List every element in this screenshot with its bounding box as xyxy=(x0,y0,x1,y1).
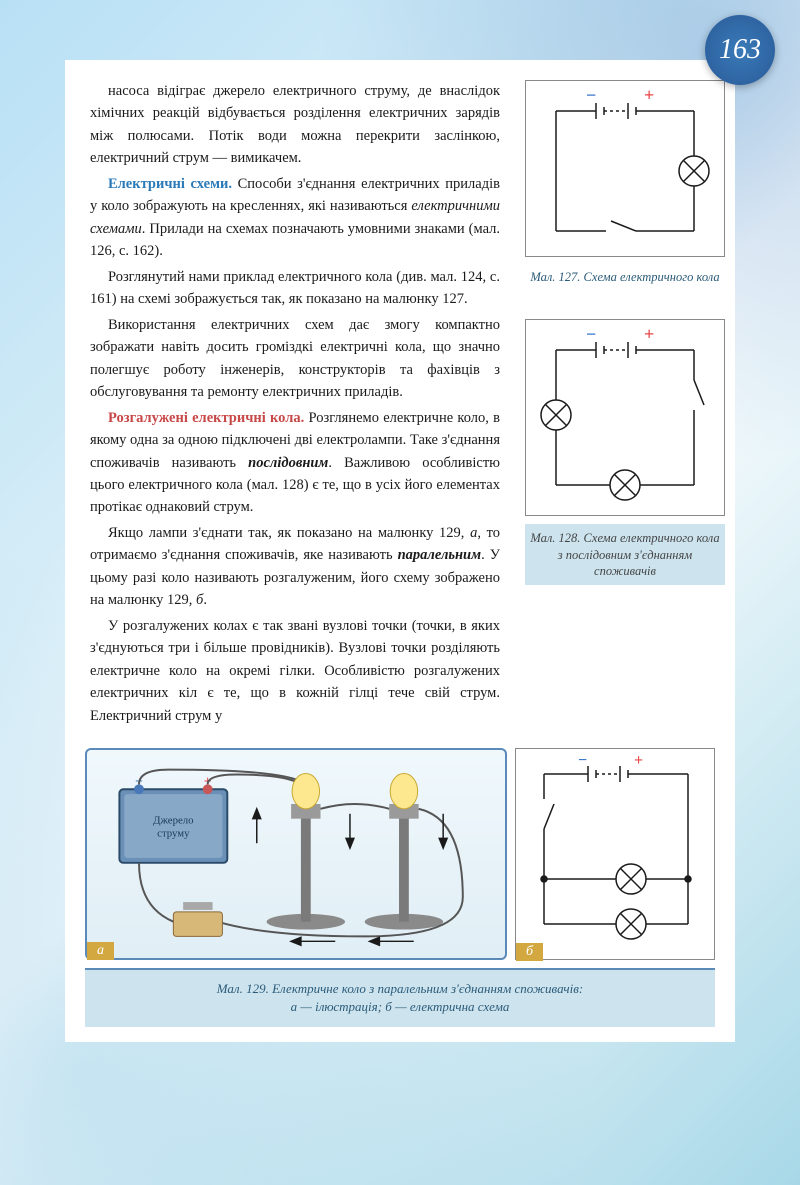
paragraph-1: насоса відіграє джерело електричного стр… xyxy=(90,80,500,170)
term-branched: Розгалужені електричні кола. xyxy=(108,410,304,426)
label-a: а xyxy=(87,942,114,960)
svg-text:+: + xyxy=(644,324,654,344)
svg-text:струму: струму xyxy=(157,827,190,839)
figure-129a: Джерело струму − + xyxy=(85,748,507,960)
bottom-figures: Джерело струму − + xyxy=(85,748,715,960)
page-number-text: 163 xyxy=(719,34,761,66)
figure-129b: − + б xyxy=(515,748,715,960)
paragraph-3: Розглянутий нами приклад електричного ко… xyxy=(90,266,500,311)
svg-text:+: + xyxy=(634,752,643,769)
figure-127: − + xyxy=(525,80,725,257)
main-columns: насоса відіграє джерело електричного стр… xyxy=(65,80,735,730)
illustration-129a-svg: Джерело струму − + xyxy=(87,750,505,958)
svg-text:−: − xyxy=(586,324,596,344)
svg-text:Джерело: Джерело xyxy=(153,815,193,827)
circuit-127-svg: − + xyxy=(526,81,724,256)
figure-128: − + xyxy=(525,319,725,516)
paragraph-2: Електричні схеми. Способи з'єднання елек… xyxy=(90,173,500,263)
term-schemes: Електричні схеми. xyxy=(108,176,232,192)
paragraph-4: Використання електричних схем дає змогу … xyxy=(90,314,500,404)
page-number: 163 xyxy=(705,15,775,85)
circuit-129b-svg: − + xyxy=(516,749,716,961)
text-column: насоса відіграє джерело електричного стр… xyxy=(65,80,515,730)
paragraph-6: Якщо лампи з'єднати так, як показано на … xyxy=(90,522,500,612)
paragraph-5: Розгалужені електричні кола. Розглянемо … xyxy=(90,407,500,519)
svg-text:−: − xyxy=(586,85,596,105)
caption-129: Мал. 129. Електричне коло з паралельним … xyxy=(85,968,715,1026)
circuit-128-svg: − + xyxy=(526,320,724,515)
label-b: б xyxy=(516,943,543,961)
paragraph-7: У розгалужених колах є так звані вузлові… xyxy=(90,615,500,727)
caption-129-text: Мал. 129. Електричне коло з паралельним … xyxy=(217,981,583,1014)
svg-text:−: − xyxy=(578,752,587,769)
caption-127: Мал. 127. Схема електричного кола xyxy=(525,265,725,289)
sidebar-figures: − + Мал. 127. Схема електричного кола xyxy=(515,80,735,730)
svg-text:+: + xyxy=(644,85,654,105)
caption-128: Мал. 128. Схема електричного кола з посл… xyxy=(525,524,725,585)
content-area: насоса відіграє джерело електричного стр… xyxy=(65,60,735,1042)
